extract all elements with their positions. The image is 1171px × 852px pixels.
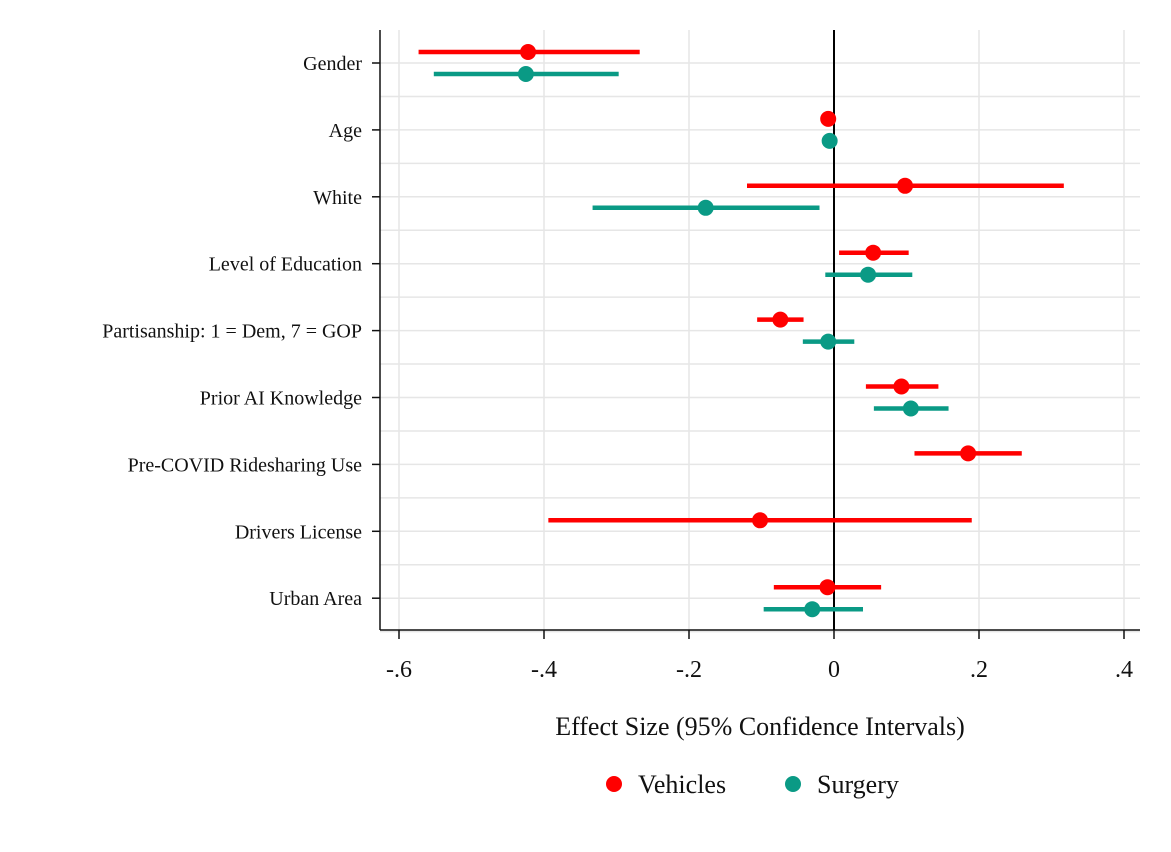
y-label-urban-area: Urban Area <box>269 588 362 610</box>
y-label-pre-covid-ridesharing-use: Pre-COVID Ridesharing Use <box>128 454 363 476</box>
x-tick-label-0: -.6 <box>386 657 412 683</box>
y-label-partisanship-1-dem-7-gop: Partisanship: 1 = Dem, 7 = GOP <box>102 321 362 343</box>
point-vehicles-prior-ai-knowledge <box>893 378 910 395</box>
legend-marker-vehicles <box>606 776 622 792</box>
point-surgery-white <box>697 199 714 216</box>
gridlines <box>380 30 1140 633</box>
legend-marker-surgery <box>785 776 801 792</box>
legend-label-surgery: Surgery <box>817 770 899 799</box>
point-surgery-age <box>821 132 838 149</box>
legend: Vehicles Surgery <box>606 770 899 799</box>
point-vehicles-partisanship-1-dem-7-gop <box>772 311 789 328</box>
point-vehicles-white <box>897 177 914 194</box>
point-surgery-prior-ai-knowledge <box>902 400 919 417</box>
x-ticks: -.6 -.4 -.2 0 .2 .4 <box>386 630 1133 683</box>
point-vehicles-age <box>820 110 837 127</box>
y-label-white: White <box>313 187 362 209</box>
x-tick-label-1: -.4 <box>531 657 557 683</box>
point-vehicles-drivers-license <box>752 512 769 529</box>
y-label-prior-ai-knowledge: Prior AI Knowledge <box>200 388 362 410</box>
x-tick-label-3: 0 <box>828 657 840 683</box>
x-tick-label-4: .2 <box>970 657 988 683</box>
point-vehicles-urban-area <box>819 579 836 596</box>
point-surgery-urban-area <box>804 601 821 618</box>
x-tick-label-2: -.2 <box>676 657 702 683</box>
y-label-level-of-education: Level of Education <box>209 254 362 276</box>
y-label-age: Age <box>329 120 362 142</box>
point-surgery-partisanship-1-dem-7-gop <box>820 333 837 350</box>
point-surgery-gender <box>517 66 534 82</box>
point-vehicles-level-of-education <box>865 244 882 261</box>
x-tick-label-5: .4 <box>1115 657 1133 683</box>
y-label-drivers-license: Drivers License <box>235 521 362 543</box>
y-label-gender: Gender <box>303 53 362 75</box>
point-vehicles-pre-covid-ridesharing-use <box>960 445 977 462</box>
x-axis-title: Effect Size (95% Confidence Intervals) <box>555 712 965 741</box>
legend-label-vehicles: Vehicles <box>638 770 726 799</box>
y-tick-labels: Gender Age White Level of Education Partisan… <box>102 53 380 610</box>
point-vehicles-gender <box>520 44 537 60</box>
series-marks <box>418 44 1064 618</box>
point-surgery-level-of-education <box>860 266 877 283</box>
